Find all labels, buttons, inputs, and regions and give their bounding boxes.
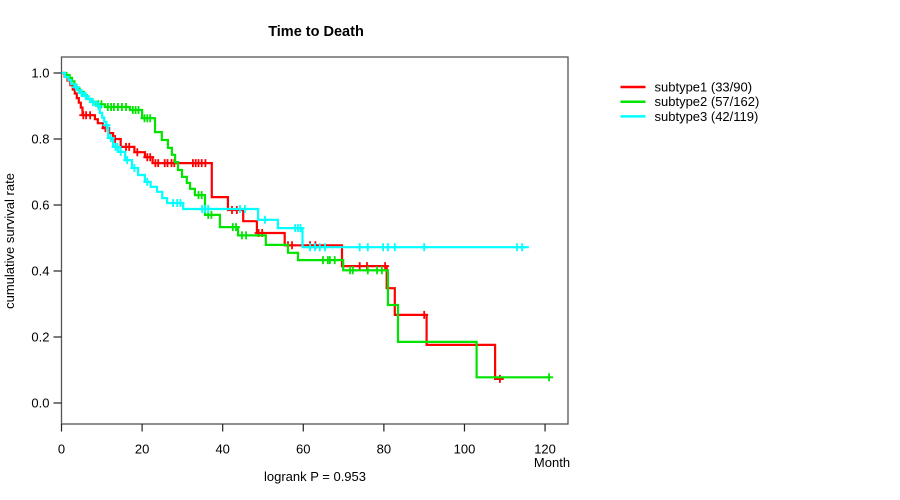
x-tick-label: 0 bbox=[58, 442, 65, 457]
x-tick-label: 60 bbox=[296, 442, 310, 457]
censor-marks-subtype3 bbox=[72, 83, 527, 252]
legend: subtype1 (33/90)subtype2 (57/162)subtype… bbox=[620, 80, 760, 124]
legend-label-subtype2: subtype2 (57/162) bbox=[655, 94, 760, 109]
x-tick-label: 100 bbox=[454, 442, 476, 457]
curve-subtype1 bbox=[61, 71, 503, 380]
y-tick-label: 1.0 bbox=[31, 66, 49, 81]
x-tick-label: 40 bbox=[215, 442, 229, 457]
curve-subtype2 bbox=[61, 71, 551, 379]
legend-label-subtype1: subtype1 (33/90) bbox=[655, 80, 753, 95]
survival-curves bbox=[61, 71, 554, 383]
y-tick-label: 0.2 bbox=[31, 330, 49, 345]
curve-subtype3 bbox=[61, 71, 529, 249]
y-axis-title: cumulative survival rate bbox=[2, 173, 17, 309]
y-tick-label: 0.4 bbox=[31, 264, 49, 279]
logrank-footnote: logrank P = 0.953 bbox=[264, 469, 366, 484]
x-tick-label: 120 bbox=[534, 442, 556, 457]
x-tick-label: 20 bbox=[135, 442, 149, 457]
y-tick-label: 0.6 bbox=[31, 198, 49, 213]
y-tick-label: 0.0 bbox=[31, 396, 49, 411]
x-axis: 0 20 40 60 80 100 120 bbox=[58, 424, 556, 457]
legend-label-subtype3: subtype3 (42/119) bbox=[655, 109, 759, 124]
chart-title: Time to Death bbox=[268, 24, 364, 40]
x-tick-label: 80 bbox=[377, 442, 391, 457]
x-axis-title: Month bbox=[534, 455, 570, 470]
y-axis: 0.0 0.2 0.4 0.6 0.8 1.0 bbox=[31, 66, 62, 411]
y-tick-label: 0.8 bbox=[31, 132, 49, 147]
plot-area-border bbox=[60, 56, 569, 425]
censor-marks-subtype2 bbox=[94, 100, 554, 382]
